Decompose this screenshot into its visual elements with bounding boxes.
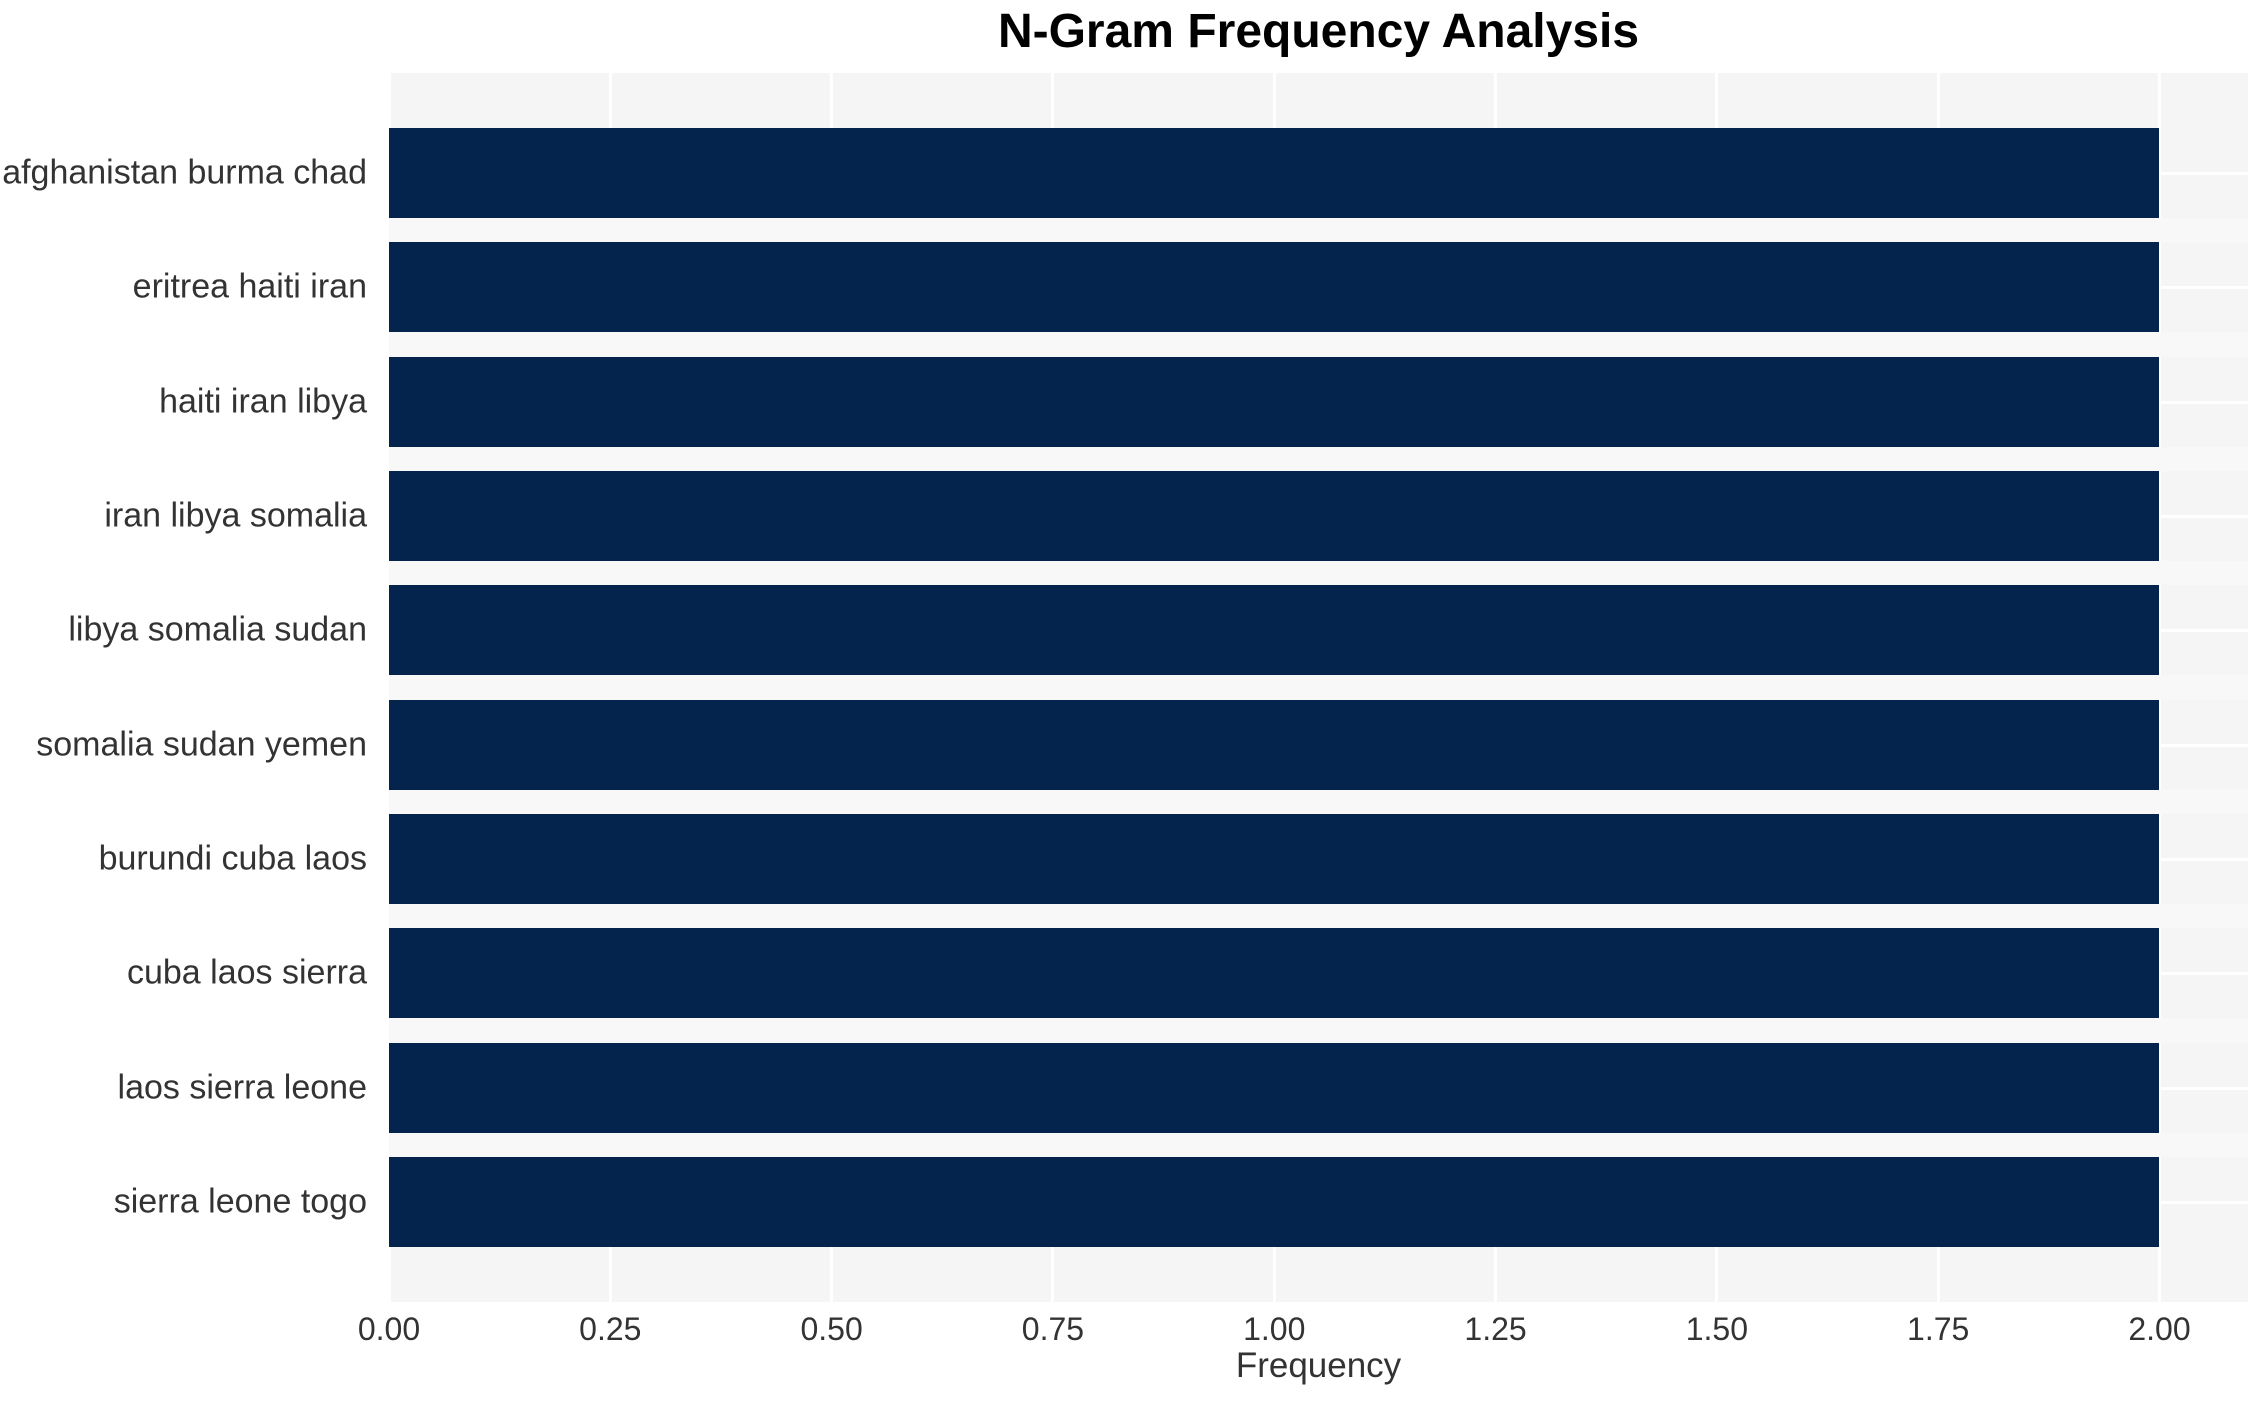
row-gap — [389, 903, 2248, 929]
bar — [389, 928, 2160, 1019]
x-tick-label: 1.00 — [1243, 1311, 1306, 1347]
bar-row: sierra leone togo — [114, 1156, 2248, 1247]
x-tick-label: 1.25 — [1464, 1311, 1527, 1347]
chart-title: N-Gram Frequency Analysis — [997, 5, 1640, 58]
y-tick-label: iran libya somalia — [104, 496, 367, 535]
x-axis-label: Frequency — [1235, 1346, 1402, 1385]
bar-row: laos sierra leone — [118, 1042, 2248, 1133]
y-tick-label: libya somalia sudan — [68, 610, 367, 649]
bar-row: afghanistan burma chad — [2, 128, 2248, 218]
y-tick-label: burundi cuba laos — [98, 839, 367, 878]
row-gap — [389, 675, 2248, 700]
y-tick-label: somalia sudan yemen — [36, 725, 367, 764]
bar-rows: afghanistan burma chad eritrea haiti iran… — [2, 73, 2248, 1302]
x-tick-label: 0.00 — [357, 1311, 421, 1347]
bar — [389, 699, 2160, 790]
bar — [389, 242, 2160, 333]
row-gap — [389, 1132, 2248, 1157]
x-tick-label: 0.50 — [800, 1311, 863, 1347]
bar — [389, 128, 2160, 218]
bar — [389, 813, 2160, 904]
bar — [389, 1156, 2160, 1247]
row-gap — [389, 332, 2248, 357]
y-tick-label: afghanistan burma chad — [2, 153, 367, 192]
x-tick-label: 1.50 — [1685, 1311, 1748, 1347]
bar-row: haiti iran libya — [159, 356, 2248, 447]
row-gap — [389, 446, 2248, 471]
row-gap — [389, 1018, 2248, 1043]
y-tick-label: haiti iran libya — [159, 382, 367, 421]
x-tick-label: 0.25 — [579, 1311, 642, 1347]
bar-row: iran libya somalia — [104, 470, 2248, 561]
x-tick-label: 1.75 — [1907, 1311, 1970, 1347]
bar — [389, 470, 2160, 561]
bar — [389, 585, 2160, 676]
row-gap — [389, 789, 2248, 814]
y-tick-label: laos sierra leone — [117, 1068, 367, 1107]
bar-row: libya somalia sudan — [68, 585, 2248, 676]
bar-row: eritrea haiti iran — [133, 242, 2248, 333]
x-tick-label: 2.00 — [2128, 1311, 2191, 1347]
row-gap — [389, 218, 2248, 243]
row-gap — [389, 560, 2248, 586]
y-tick-label: cuba laos sierra — [126, 953, 367, 992]
bar — [389, 356, 2160, 447]
bar-row: cuba laos sierra — [127, 928, 2248, 1019]
bar-row: somalia sudan yemen — [36, 699, 2248, 790]
y-tick-label: eritrea haiti iran — [132, 267, 367, 306]
x-tick-label: 0.75 — [1021, 1311, 1085, 1347]
x-axis-ticks: 0.00 0.25 0.50 0.75 1.00 1.25 1.50 1.75 2.00 — [358, 1302, 2248, 1348]
plot-area: afghanistan burma chad eritrea haiti iran… — [2, 73, 2248, 1302]
bar — [389, 1042, 2160, 1133]
bar-row: burundi cuba laos — [99, 813, 2248, 904]
y-tick-label: sierra leone togo — [113, 1182, 367, 1221]
